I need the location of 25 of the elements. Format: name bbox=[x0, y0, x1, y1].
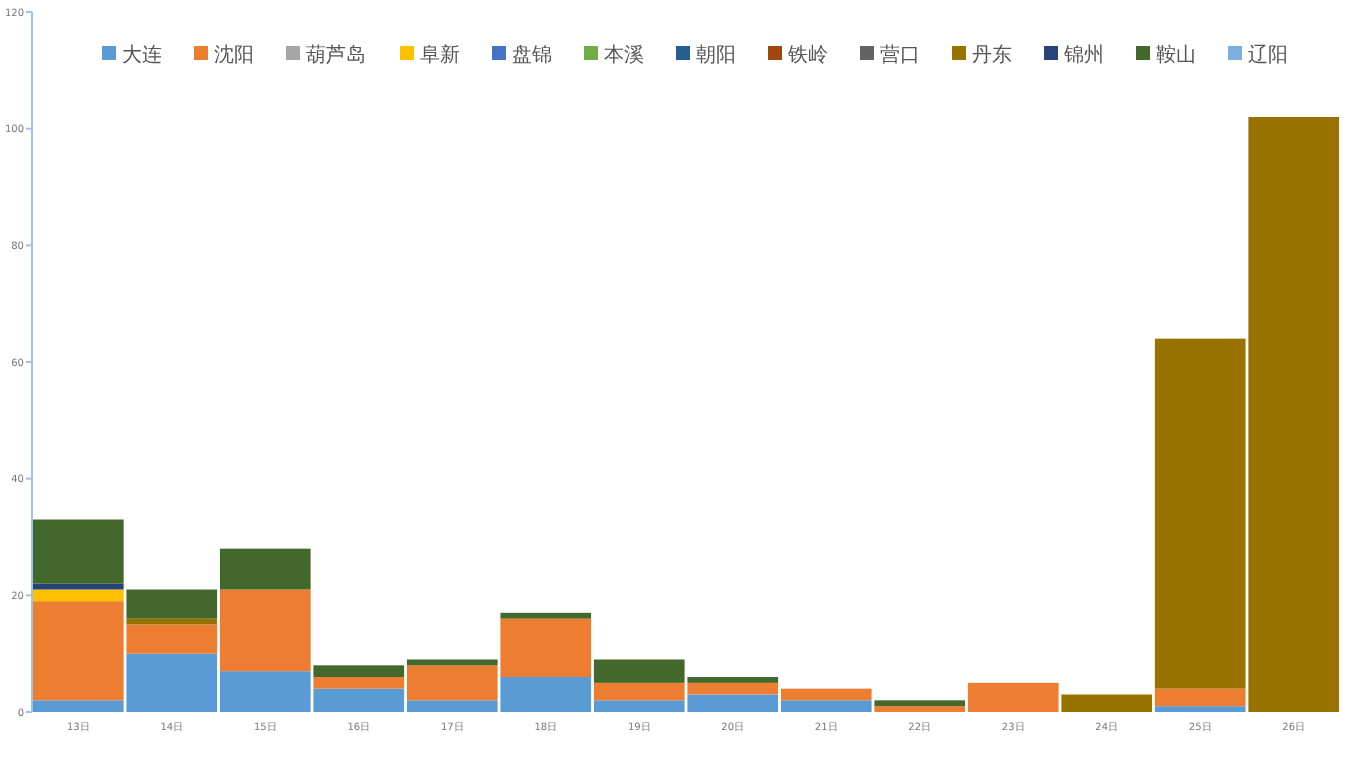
bar bbox=[1154, 706, 1246, 712]
bar bbox=[500, 612, 592, 619]
bar bbox=[874, 700, 966, 707]
bar bbox=[32, 589, 124, 602]
legend-label: 营口 bbox=[880, 43, 920, 67]
legend-label: 阜新 bbox=[420, 43, 460, 67]
legend-label: 沈阳 bbox=[214, 43, 254, 67]
legend-label: 盘锦 bbox=[512, 43, 552, 67]
bar bbox=[32, 583, 124, 590]
bar bbox=[126, 618, 218, 625]
bar bbox=[126, 589, 218, 619]
legend-label: 朝阳 bbox=[696, 43, 736, 67]
legend-label: 丹东 bbox=[972, 43, 1012, 67]
legend-label: 大连 bbox=[122, 43, 162, 67]
legend-label: 辽阳 bbox=[1248, 43, 1288, 67]
legend-label: 本溪 bbox=[604, 43, 644, 67]
bar bbox=[313, 665, 405, 677]
bar bbox=[1154, 688, 1246, 707]
legend-label: 葫芦岛 bbox=[306, 43, 366, 67]
bar bbox=[1061, 694, 1153, 712]
legend-label: 铁岭 bbox=[786, 43, 828, 67]
bar bbox=[219, 548, 311, 590]
bar bbox=[32, 519, 124, 584]
legend-label: 鞍山 bbox=[1156, 43, 1196, 67]
legend-label: 锦州 bbox=[1062, 43, 1104, 67]
